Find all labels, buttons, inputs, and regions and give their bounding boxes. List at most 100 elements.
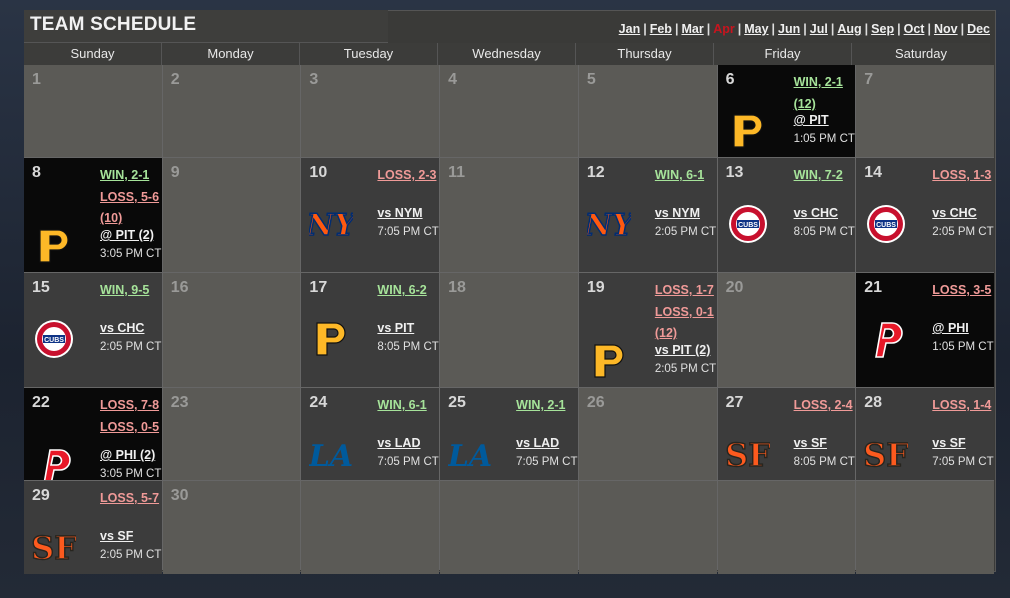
game-result-link[interactable]: LOSS, 5-6 bbox=[100, 189, 160, 204]
day-number: 25 bbox=[448, 394, 466, 411]
day-number: 18 bbox=[448, 279, 466, 296]
month-separator: | bbox=[864, 22, 869, 36]
game-result-link[interactable]: WIN, 2-1 bbox=[100, 168, 150, 182]
svg-text:CUBS: CUBS bbox=[44, 337, 64, 344]
month-link-apr[interactable]: Apr bbox=[713, 22, 735, 36]
month-separator: | bbox=[706, 22, 711, 36]
calendar-day-1: 1 bbox=[24, 65, 162, 157]
opponent-link[interactable]: vs CHC bbox=[932, 206, 977, 220]
month-separator: | bbox=[737, 22, 742, 36]
cubs-logo-icon: CUBS bbox=[864, 202, 908, 246]
calendar-grid: 1 2 3 4 5 6 WIN, 2-1 (12) @ PIT 1:05 PM CT 7 8 WIN,… bbox=[24, 65, 994, 574]
opponent-link[interactable]: vs CHC bbox=[100, 321, 145, 335]
month-link-jul[interactable]: Jul bbox=[809, 22, 828, 36]
game-result-link[interactable]: LOSS, 5-7 bbox=[100, 491, 160, 505]
opponent-link[interactable]: vs PIT (2) bbox=[654, 343, 711, 357]
game-results: WIN, 9-5 bbox=[100, 280, 149, 302]
calendar-day-19[interactable]: 19 LOSS, 1-7 LOSS, 0-1 (12) vs PIT (2) 2:05 P… bbox=[578, 273, 717, 387]
calendar-day-13[interactable]: 13 WIN, 7-2 CUBS vs CHC 8:05 PM CT bbox=[717, 158, 856, 272]
game-result-link[interactable]: LOSS, 0-1 bbox=[654, 304, 714, 319]
opponent-link[interactable]: @ PHI (2) bbox=[100, 448, 156, 462]
game-result-link[interactable]: LOSS, 7-8 bbox=[100, 398, 160, 412]
giants-logo-icon: SF bbox=[724, 432, 772, 476]
calendar-day-empty bbox=[717, 481, 856, 574]
game-time: 7:05 PM CT bbox=[932, 456, 994, 468]
game-results: LOSS, 5-7 bbox=[100, 488, 159, 510]
calendar-day-17[interactable]: 17 WIN, 6-2 vs PIT 8:05 PM CT bbox=[301, 273, 440, 387]
game-result-link[interactable]: WIN, 6-1 bbox=[654, 168, 705, 182]
month-link-jan[interactable]: Jan bbox=[618, 22, 641, 36]
opponent-link[interactable]: vs LAD bbox=[377, 436, 421, 450]
calendar-day-25[interactable]: 25 WIN, 2-1 LA vs LAD 7:05 PM CT bbox=[440, 388, 578, 480]
calendar-day-14[interactable]: 14 LOSS, 1-3 CUBS vs CHC 2:05 PM CT bbox=[856, 158, 994, 272]
game-result-link[interactable]: LOSS, 1-3 bbox=[932, 168, 992, 182]
game-result-link[interactable]: LOSS, 2-4 bbox=[793, 398, 853, 412]
month-separator: | bbox=[927, 22, 931, 36]
opponent-link[interactable]: vs SF bbox=[793, 436, 827, 450]
calendar-day-15[interactable]: 15 WIN, 9-5 CUBS vs CHC 2:05 PM CT bbox=[24, 273, 162, 387]
opponent-link[interactable]: @ PIT bbox=[793, 113, 829, 127]
game-result-link[interactable]: (12) bbox=[654, 326, 678, 340]
game-result-link[interactable]: LOSS, 1-7 bbox=[654, 283, 714, 297]
calendar-day-6[interactable]: 6 WIN, 2-1 (12) @ PIT 1:05 PM CT bbox=[717, 65, 856, 157]
month-link-sep[interactable]: Sep bbox=[871, 22, 895, 36]
game-result-link[interactable]: WIN, 9-5 bbox=[100, 283, 150, 297]
day-number: 6 bbox=[725, 71, 735, 88]
opponent-link[interactable]: vs NYM bbox=[654, 206, 700, 220]
game-time: 7:05 PM CT bbox=[377, 456, 439, 468]
opponent-link[interactable]: vs CHC bbox=[793, 206, 839, 220]
calendar-day-28[interactable]: 28 LOSS, 1-4 SF vs SF 7:05 PM CT bbox=[856, 388, 994, 480]
month-link-dec[interactable]: Dec bbox=[967, 22, 990, 36]
game-result-link[interactable]: WIN, 2-1 bbox=[516, 398, 566, 412]
month-link-jun[interactable]: Jun bbox=[778, 22, 801, 36]
calendar-day-29[interactable]: 29 LOSS, 5-7 SF vs SF 2:05 PM CT bbox=[24, 481, 162, 574]
game-result-link[interactable]: LOSS, 1-4 bbox=[932, 398, 992, 412]
game-result-link[interactable]: WIN, 7-2 bbox=[793, 168, 843, 182]
opponent-link[interactable]: @ PHI bbox=[932, 321, 969, 335]
game-result-link[interactable]: LOSS, 0-5 bbox=[100, 419, 160, 434]
game-result-link[interactable]: (10) bbox=[100, 211, 123, 225]
month-link-aug[interactable]: Aug bbox=[837, 22, 862, 36]
game-result-link[interactable]: WIN, 6-2 bbox=[377, 283, 427, 297]
opponent-link[interactable]: vs SF bbox=[932, 436, 966, 450]
calendar-day-27[interactable]: 27 LOSS, 2-4 SF vs SF 8:05 PM CT bbox=[717, 388, 856, 480]
calendar-day-10[interactable]: 10 LOSS, 2-3 NY vs NYM 7:05 PM CT bbox=[301, 158, 440, 272]
calendar-day-21[interactable]: 21 LOSS, 3-5 @ PHI 1:05 PM CT bbox=[856, 273, 994, 387]
calendar-day-12[interactable]: 12 WIN, 6-1 NY vs NYM 2:05 PM CT bbox=[578, 158, 717, 272]
calendar-day-24[interactable]: 24 WIN, 6-1 LA vs LAD 7:05 PM CT bbox=[301, 388, 440, 480]
game-results: LOSS, 1-4 bbox=[932, 395, 991, 417]
game-results: LOSS, 2-3 bbox=[377, 165, 436, 187]
day-number: 23 bbox=[170, 394, 189, 411]
month-link-feb[interactable]: Feb bbox=[649, 22, 672, 36]
pirates-logo-icon bbox=[32, 224, 76, 268]
game-result-link[interactable]: WIN, 6-1 bbox=[377, 398, 427, 412]
opponent-link[interactable]: @ PIT (2) bbox=[100, 228, 154, 242]
game-result-link[interactable]: WIN, 2-1 (12) bbox=[793, 75, 843, 111]
day-number: 26 bbox=[586, 394, 605, 411]
calendar-day-empty bbox=[856, 481, 994, 574]
calendar-day-empty bbox=[440, 481, 578, 574]
opponent-link[interactable]: vs PIT bbox=[377, 321, 415, 335]
game-results: WIN, 6-1 bbox=[655, 165, 704, 187]
calendar-day-8[interactable]: 8 WIN, 2-1 LOSS, 5-6 (10) @ PIT (2) 3:05 PM C… bbox=[24, 158, 162, 272]
month-link-mar[interactable]: Mar bbox=[681, 22, 704, 36]
weekday-tuesday: Tuesday bbox=[300, 43, 438, 65]
month-link-nov[interactable]: Nov bbox=[933, 22, 958, 36]
game-results: LOSS, 3-5 bbox=[932, 280, 991, 302]
calendar-day-2: 2 bbox=[162, 65, 301, 157]
game-results: WIN, 7-2 bbox=[794, 165, 843, 187]
calendar-day-20: 20 bbox=[717, 273, 856, 387]
day-number: 2 bbox=[170, 71, 180, 88]
month-link-oct[interactable]: Oct bbox=[903, 22, 925, 36]
calendar-day-7: 7 bbox=[856, 65, 994, 157]
month-link-may[interactable]: May bbox=[744, 22, 769, 36]
opponent-link[interactable]: vs NYM bbox=[377, 206, 423, 220]
opponent-link[interactable]: vs LAD bbox=[516, 436, 560, 450]
game-result-link[interactable]: LOSS, 2-3 bbox=[377, 168, 437, 182]
opponent-link[interactable]: vs SF bbox=[100, 529, 134, 543]
calendar-day-22[interactable]: 22 LOSS, 7-8 LOSS, 0-5 @ PHI (2) 3:05 PM CT bbox=[24, 388, 162, 480]
month-separator: | bbox=[643, 22, 647, 36]
day-number: 12 bbox=[586, 164, 605, 181]
svg-text:LA: LA bbox=[309, 439, 353, 474]
game-result-link[interactable]: LOSS, 3-5 bbox=[932, 283, 992, 297]
